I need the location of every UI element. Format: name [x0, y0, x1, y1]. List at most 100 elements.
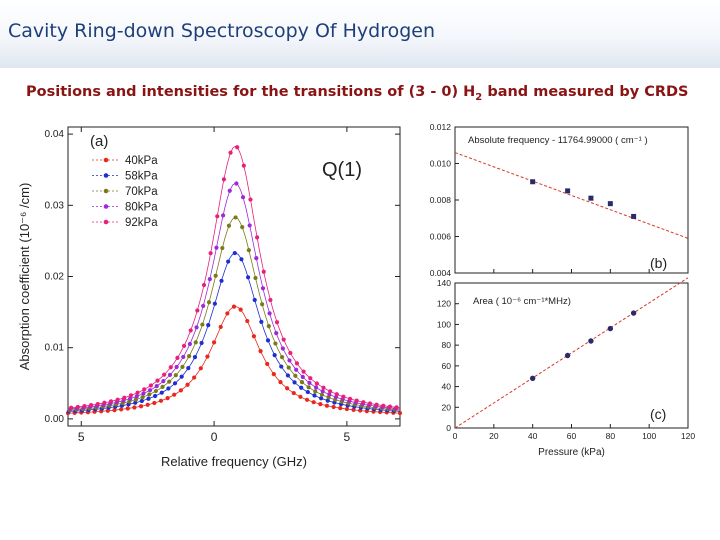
series-70kPa-point	[147, 392, 152, 397]
panel-b-point	[588, 195, 594, 201]
series-92kPa-point	[314, 381, 319, 386]
panel-c-x-tick-label: 40	[528, 431, 538, 441]
series-92kPa-point	[162, 372, 167, 377]
panel-b-point	[631, 213, 637, 219]
series-80kPa-point	[327, 392, 332, 397]
series-92kPa-point	[334, 392, 339, 397]
series-70kPa-point	[140, 395, 145, 400]
legend-58kPa-label: 58kPa	[125, 171, 158, 183]
series-58kPa-point	[319, 396, 324, 401]
series-92kPa-point	[122, 395, 127, 400]
series-80kPa-point	[221, 213, 226, 218]
subtitle-text-end: band measured by CRDS	[482, 84, 689, 100]
series-92kPa-point	[381, 403, 386, 408]
panel-c-y-tick-label: 0	[446, 423, 451, 433]
series-80kPa-point	[134, 394, 139, 399]
series-92kPa-point	[308, 376, 313, 381]
panel-c-label: (c)	[650, 406, 666, 422]
panel-c-y-tick-label: 80	[442, 340, 452, 350]
series-70kPa-point	[200, 322, 205, 327]
series-70kPa-point	[187, 354, 192, 359]
series-70kPa-point	[133, 397, 139, 402]
series-40kPa-point	[311, 400, 316, 405]
series-58kPa-point	[219, 278, 224, 283]
series-58kPa-point	[279, 364, 284, 369]
slide-header: Cavity Ring-down Spectroscopy Of Hydroge…	[0, 0, 720, 68]
series-92kPa-point	[354, 398, 359, 403]
panel-c-y-tick-label: 120	[437, 299, 451, 309]
panel-c-point	[630, 310, 637, 316]
series-40kPa-point	[238, 307, 243, 312]
series-92kPa-point	[328, 389, 333, 394]
series-70kPa-point	[253, 275, 258, 281]
series-58kPa-point	[199, 340, 204, 346]
series-58kPa-point	[146, 396, 151, 401]
series-70kPa-line	[67, 216, 401, 411]
series-58kPa-point	[252, 297, 257, 303]
series-40kPa-point	[225, 311, 230, 316]
series-80kPa-point	[147, 388, 153, 393]
series-92kPa-point	[102, 400, 107, 405]
series-40kPa-point	[265, 361, 270, 367]
series-58kPa-point	[139, 398, 144, 404]
panel-b-fit-line	[454, 152, 689, 239]
series-58kPa-point	[192, 355, 198, 360]
series-40kPa-point	[112, 408, 117, 413]
panel-a-x-axis-label: Relative frequency (GHz)	[161, 454, 307, 469]
series-40kPa-point	[145, 402, 150, 407]
series-92kPa-point	[82, 403, 87, 409]
series-80kPa-point	[154, 384, 159, 389]
series-80kPa-point	[267, 311, 272, 316]
series-40kPa-point	[178, 388, 183, 393]
series-92kPa-point	[248, 197, 253, 202]
series-80kPa-point	[280, 346, 285, 351]
series-80kPa-point	[294, 367, 299, 372]
series-92kPa-point	[215, 214, 220, 219]
series-58kPa-point	[232, 250, 237, 256]
legend-40kPa-label: 40kPa	[125, 155, 158, 167]
series-92kPa-point	[235, 145, 240, 150]
panel-c-y-tick-label: 100	[437, 319, 451, 329]
series-92kPa-point	[228, 150, 233, 155]
chart-subtitle: Positions and intensities for the transi…	[26, 84, 689, 103]
series-58kPa-point	[166, 386, 171, 391]
series-92kPa-point	[288, 350, 293, 356]
series-40kPa-point	[291, 390, 296, 396]
series-92kPa-point	[394, 405, 399, 410]
series-92kPa-point	[95, 401, 100, 407]
panel-a-annotation: Q(1)	[322, 159, 362, 181]
series-70kPa-point	[306, 385, 311, 390]
series-70kPa-point	[293, 373, 298, 378]
series-40kPa-point	[324, 403, 330, 408]
series-80kPa-point	[207, 277, 212, 282]
series-92kPa-point	[294, 361, 300, 366]
panel-c-x-tick-label: 20	[489, 431, 499, 441]
series-58kPa-point	[172, 381, 178, 386]
series-80kPa-point	[214, 245, 219, 250]
panel-c-x-tick-label: 100	[642, 431, 656, 441]
panel-a	[65, 126, 403, 427]
legend-70kPa-marker	[103, 188, 109, 194]
series-92kPa-point	[75, 404, 80, 410]
series-70kPa-point	[213, 273, 218, 278]
series-40kPa-point	[245, 318, 250, 324]
series-70kPa-point	[180, 364, 185, 369]
series-70kPa-point	[266, 324, 271, 329]
series-70kPa-point	[220, 245, 225, 251]
series-40kPa-point	[338, 406, 343, 411]
series-92kPa-point	[168, 365, 173, 370]
series-58kPa-point	[159, 390, 164, 395]
slide-title: Cavity Ring-down Spectroscopy Of Hydroge…	[8, 20, 436, 42]
series-92kPa-point	[135, 390, 140, 395]
series-92kPa-point	[89, 403, 94, 408]
series-58kPa-point	[179, 374, 184, 379]
panel-c-point	[607, 325, 614, 332]
series-40kPa-point	[125, 406, 130, 411]
series-92kPa-point	[361, 400, 366, 405]
series-80kPa-point	[260, 286, 266, 291]
series-92kPa-point	[268, 297, 273, 303]
panel-b-annotation: Absolute frequency - 11764.99000 ( cm⁻¹ …	[468, 135, 648, 146]
series-58kPa-point	[292, 380, 297, 385]
panel-a-x-tick-label: 5	[78, 430, 85, 444]
